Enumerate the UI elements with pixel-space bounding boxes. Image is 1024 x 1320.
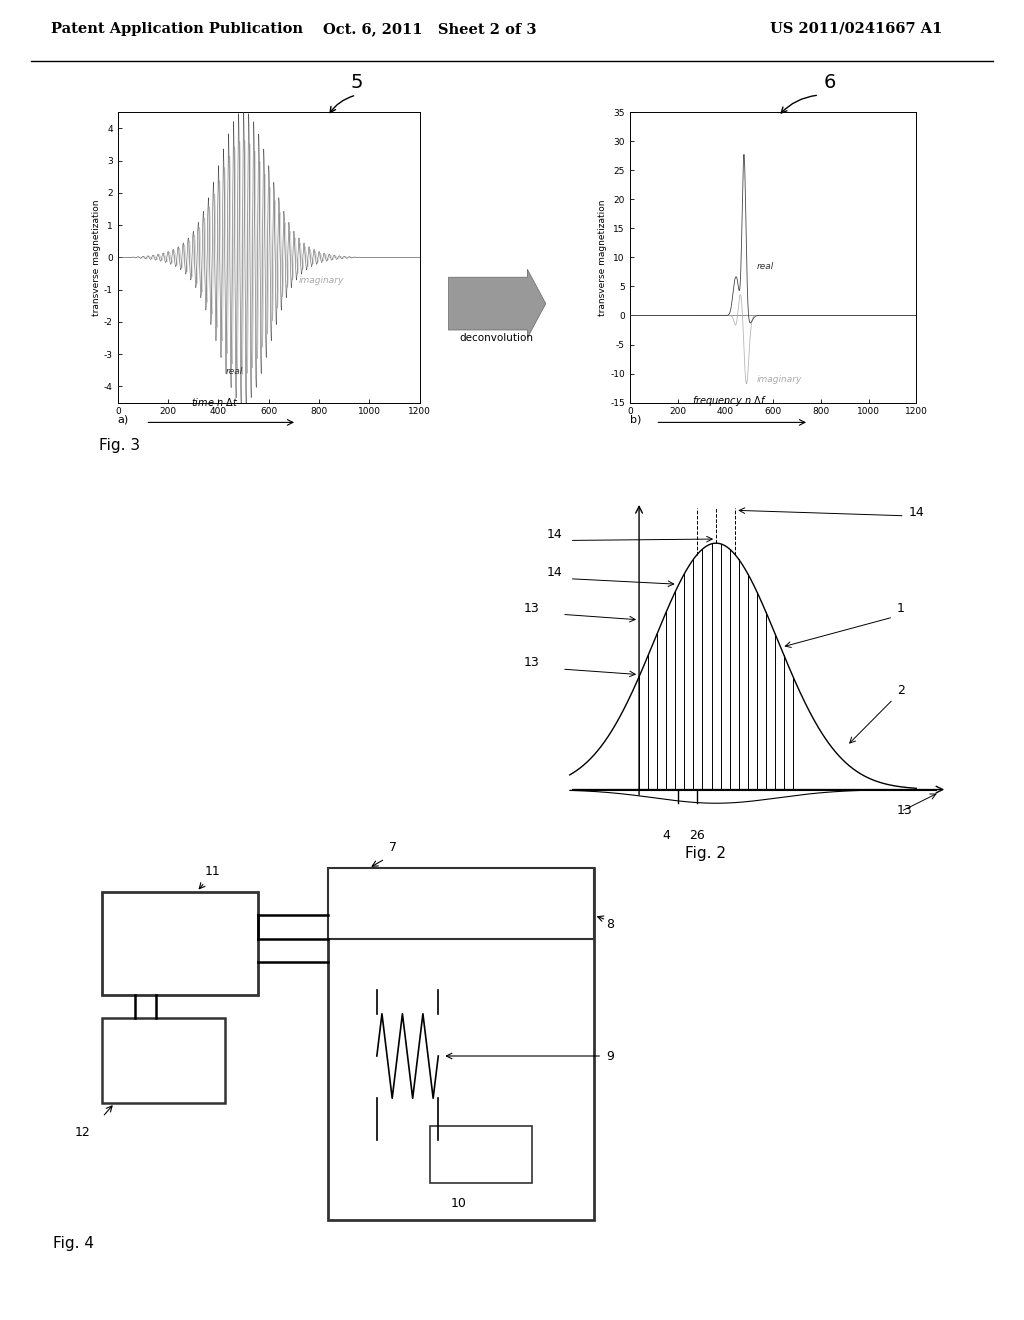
Text: 13: 13 [523,602,540,615]
Text: 8: 8 [606,919,614,931]
Text: frequency $n$ $\Delta f$: frequency $n$ $\Delta f$ [691,393,767,408]
Text: 4: 4 [663,829,670,842]
Text: 9: 9 [606,1049,614,1063]
Text: imaginary: imaginary [757,375,802,384]
Text: 14: 14 [546,528,562,541]
Bar [328,869,594,939]
Text: 10: 10 [451,1197,467,1210]
Text: 13: 13 [523,656,540,669]
Text: 1: 1 [897,602,905,615]
Text: Fig. 2: Fig. 2 [685,846,726,861]
Bar [328,869,594,1220]
Text: 14: 14 [908,506,925,519]
Text: 2: 2 [897,684,905,697]
Text: 26: 26 [689,829,705,842]
Text: Patent Application Publication: Patent Application Publication [51,21,303,36]
Text: US 2011/0241667 A1: US 2011/0241667 A1 [770,21,942,36]
Text: real: real [757,261,774,271]
Text: 11: 11 [205,865,220,878]
Text: Fig. 4: Fig. 4 [53,1237,94,1251]
Text: 14: 14 [546,566,562,579]
Text: imaginary: imaginary [299,276,344,285]
Bar [102,892,258,995]
Text: time $n$ $\Delta t$: time $n$ $\Delta t$ [191,396,239,408]
Text: 7: 7 [389,841,397,854]
Text: b): b) [630,414,641,425]
Text: Fig. 3: Fig. 3 [99,438,140,453]
Text: 5: 5 [350,74,362,92]
Text: Oct. 6, 2011   Sheet 2 of 3: Oct. 6, 2011 Sheet 2 of 3 [324,21,537,36]
Text: deconvolution: deconvolution [460,333,534,343]
Text: 6: 6 [823,74,836,92]
Text: 12: 12 [75,1126,90,1139]
Text: a): a) [118,414,129,425]
Text: real: real [226,367,244,376]
Text: 13: 13 [897,804,912,817]
Y-axis label: transverse magnetization: transverse magnetization [598,199,607,315]
Bar [102,1019,225,1104]
Y-axis label: transverse magnetization: transverse magnetization [92,199,101,315]
Bar [430,1126,532,1183]
